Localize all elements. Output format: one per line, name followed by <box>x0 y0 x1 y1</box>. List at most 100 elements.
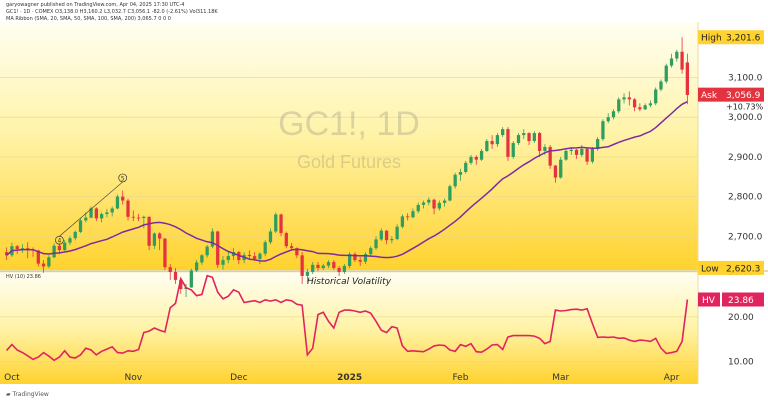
candle-body <box>321 265 325 268</box>
candle-body <box>57 245 62 251</box>
candle <box>305 268 310 282</box>
candle <box>400 214 405 229</box>
candle <box>263 240 267 257</box>
ask-label-text: Ask <box>701 91 718 101</box>
candle <box>464 160 468 174</box>
time-tick-label: Oct <box>4 373 20 383</box>
candle <box>611 109 616 120</box>
candle <box>427 197 431 206</box>
tradingview-logo-icon: ▰ <box>6 391 11 398</box>
candle-body <box>73 231 77 239</box>
candle <box>442 198 447 207</box>
high-label-value-box <box>722 30 764 45</box>
candle-body <box>553 165 558 178</box>
candle-body <box>326 262 331 266</box>
candle-body <box>300 255 304 276</box>
candle <box>490 135 494 149</box>
high-label-tag <box>698 30 722 45</box>
candle-body <box>163 238 167 268</box>
candle-body <box>453 174 457 187</box>
watermark-symbol: GC1!, 1D <box>278 105 420 143</box>
candle-body <box>68 238 72 243</box>
candle <box>41 260 46 273</box>
candle <box>548 145 552 169</box>
candle <box>632 98 637 112</box>
candle <box>585 148 589 165</box>
hv-gridlines <box>0 271 698 362</box>
candle-body <box>559 159 563 178</box>
candle <box>258 252 262 265</box>
tradingview-brand-text: TradingView <box>12 391 49 398</box>
candle-body <box>627 97 631 100</box>
candle <box>448 184 452 202</box>
candle <box>511 141 515 159</box>
candle-body <box>258 253 262 259</box>
candle <box>110 206 114 217</box>
low-label-value: 2,620.3 <box>726 264 760 274</box>
candle-body <box>527 133 531 142</box>
candle-body <box>669 58 674 66</box>
candle-body <box>147 216 151 246</box>
hv-last-value-box <box>722 292 764 307</box>
candle-body <box>400 216 405 227</box>
ask-label-value-box <box>722 87 764 102</box>
candle <box>279 213 283 237</box>
price-tick-label: 3,000.0 <box>728 113 763 123</box>
candle-body <box>342 266 346 272</box>
candle-body <box>574 149 579 155</box>
high-label: High 3,201.6 <box>698 30 764 45</box>
candle <box>289 243 294 251</box>
candle <box>337 266 341 276</box>
candle-body <box>126 200 130 217</box>
candle-body <box>448 186 452 201</box>
candle <box>226 252 230 264</box>
symbol-ohlc-line: GC1! · 1D · COMEX O3,138.0 H3,160.2 L3,0… <box>6 9 218 15</box>
low-label-text: Low <box>701 264 719 274</box>
candle-body <box>479 150 484 160</box>
candle-body <box>194 262 199 271</box>
candle-body <box>685 62 689 95</box>
candle <box>73 230 77 241</box>
candle-body <box>47 257 51 267</box>
candle-body <box>411 211 415 218</box>
candle-body <box>506 129 510 157</box>
candle <box>216 230 220 268</box>
candle-body <box>136 217 141 219</box>
candle <box>342 264 346 274</box>
candle <box>522 129 526 140</box>
candle <box>432 198 436 215</box>
candle-body <box>36 250 40 264</box>
hv-last-text: HV <box>702 296 716 306</box>
candle <box>63 240 67 251</box>
candle <box>458 168 463 181</box>
candle <box>384 229 389 245</box>
wave-marker-label: 5 <box>121 175 125 182</box>
candle-body <box>664 65 668 82</box>
time-axis[interactable]: Oct Nov Dec 2025 Feb Mar Apr <box>4 373 679 383</box>
candle-body <box>442 200 447 203</box>
wave-marker-label: 4 <box>57 238 61 245</box>
candle-body <box>311 264 315 272</box>
candle-body <box>654 89 658 104</box>
candle <box>332 260 336 270</box>
candle-body <box>78 220 83 232</box>
candle-body <box>464 162 468 172</box>
candle <box>601 119 605 142</box>
candle <box>406 213 410 221</box>
candle-body <box>580 148 584 155</box>
candle-body <box>84 217 88 221</box>
candle <box>479 148 484 161</box>
candle <box>532 131 536 144</box>
candle-body <box>20 248 25 249</box>
candle <box>495 133 500 147</box>
candle <box>173 268 178 284</box>
candle-body <box>564 150 568 160</box>
candle <box>474 155 478 165</box>
candle-body <box>569 149 573 151</box>
low-label: Low 2,620.3 <box>698 260 764 275</box>
candle <box>152 232 157 249</box>
candle-body <box>295 248 299 256</box>
candle-body <box>274 214 278 232</box>
price-axis[interactable]: 3,100.0 3,000.0 2,900.0 2,800.0 2,700.0 <box>728 74 763 243</box>
